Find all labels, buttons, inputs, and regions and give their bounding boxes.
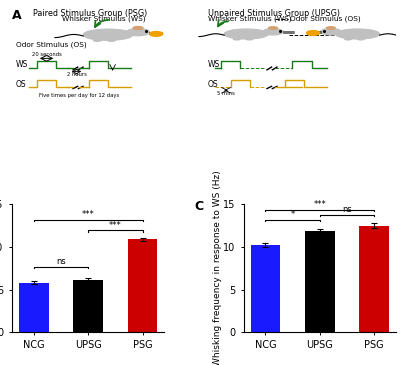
Ellipse shape bbox=[326, 27, 335, 29]
Bar bbox=[250, 245, 280, 332]
Text: WS: WS bbox=[208, 60, 220, 69]
Text: Odor Stimulus (OS): Odor Stimulus (OS) bbox=[290, 16, 361, 22]
Ellipse shape bbox=[133, 27, 143, 30]
Ellipse shape bbox=[108, 39, 116, 41]
Y-axis label: Whisking frequency in response to WS (Hz): Whisking frequency in response to WS (Hz… bbox=[212, 170, 222, 365]
Bar bbox=[305, 231, 335, 332]
Ellipse shape bbox=[268, 27, 278, 29]
Circle shape bbox=[306, 31, 320, 35]
Ellipse shape bbox=[83, 29, 133, 40]
Text: ***: *** bbox=[314, 200, 326, 209]
Bar bbox=[19, 283, 49, 332]
Ellipse shape bbox=[336, 29, 380, 39]
Ellipse shape bbox=[357, 38, 364, 40]
Text: 2 hours: 2 hours bbox=[66, 72, 86, 77]
Text: Unpaired Stimulus Group (UPSG): Unpaired Stimulus Group (UPSG) bbox=[208, 9, 340, 18]
Text: ***: *** bbox=[109, 220, 122, 230]
Text: Paired Stimulus Group (PSG): Paired Stimulus Group (PSG) bbox=[33, 9, 147, 18]
Bar bbox=[128, 239, 158, 332]
Text: ns: ns bbox=[56, 257, 66, 266]
Text: Whisker Stimulus (WS): Whisker Stimulus (WS) bbox=[62, 15, 146, 22]
Text: *: * bbox=[290, 210, 295, 219]
Text: WS: WS bbox=[16, 60, 28, 69]
Ellipse shape bbox=[94, 39, 101, 41]
Bar bbox=[73, 280, 103, 332]
Ellipse shape bbox=[321, 28, 341, 35]
Circle shape bbox=[150, 31, 163, 36]
Text: 5 mins: 5 mins bbox=[217, 91, 235, 96]
Text: Whisker Stimulus (WS): Whisker Stimulus (WS) bbox=[208, 16, 292, 22]
Text: C: C bbox=[195, 200, 204, 214]
Text: 20 seconds: 20 seconds bbox=[32, 52, 62, 57]
Ellipse shape bbox=[263, 28, 283, 35]
Ellipse shape bbox=[345, 38, 352, 40]
Ellipse shape bbox=[233, 38, 240, 40]
Bar bbox=[359, 226, 389, 332]
Ellipse shape bbox=[224, 29, 268, 39]
Text: Five times per day for 12 days: Five times per day for 12 days bbox=[39, 93, 119, 98]
Text: ***: *** bbox=[82, 210, 94, 219]
Text: ns: ns bbox=[342, 205, 352, 214]
Ellipse shape bbox=[246, 38, 253, 40]
Ellipse shape bbox=[126, 28, 150, 36]
Text: A: A bbox=[12, 9, 22, 22]
Text: OS: OS bbox=[16, 80, 26, 89]
Text: OS: OS bbox=[208, 80, 218, 89]
Text: Odor Stimulus (OS): Odor Stimulus (OS) bbox=[16, 41, 86, 47]
